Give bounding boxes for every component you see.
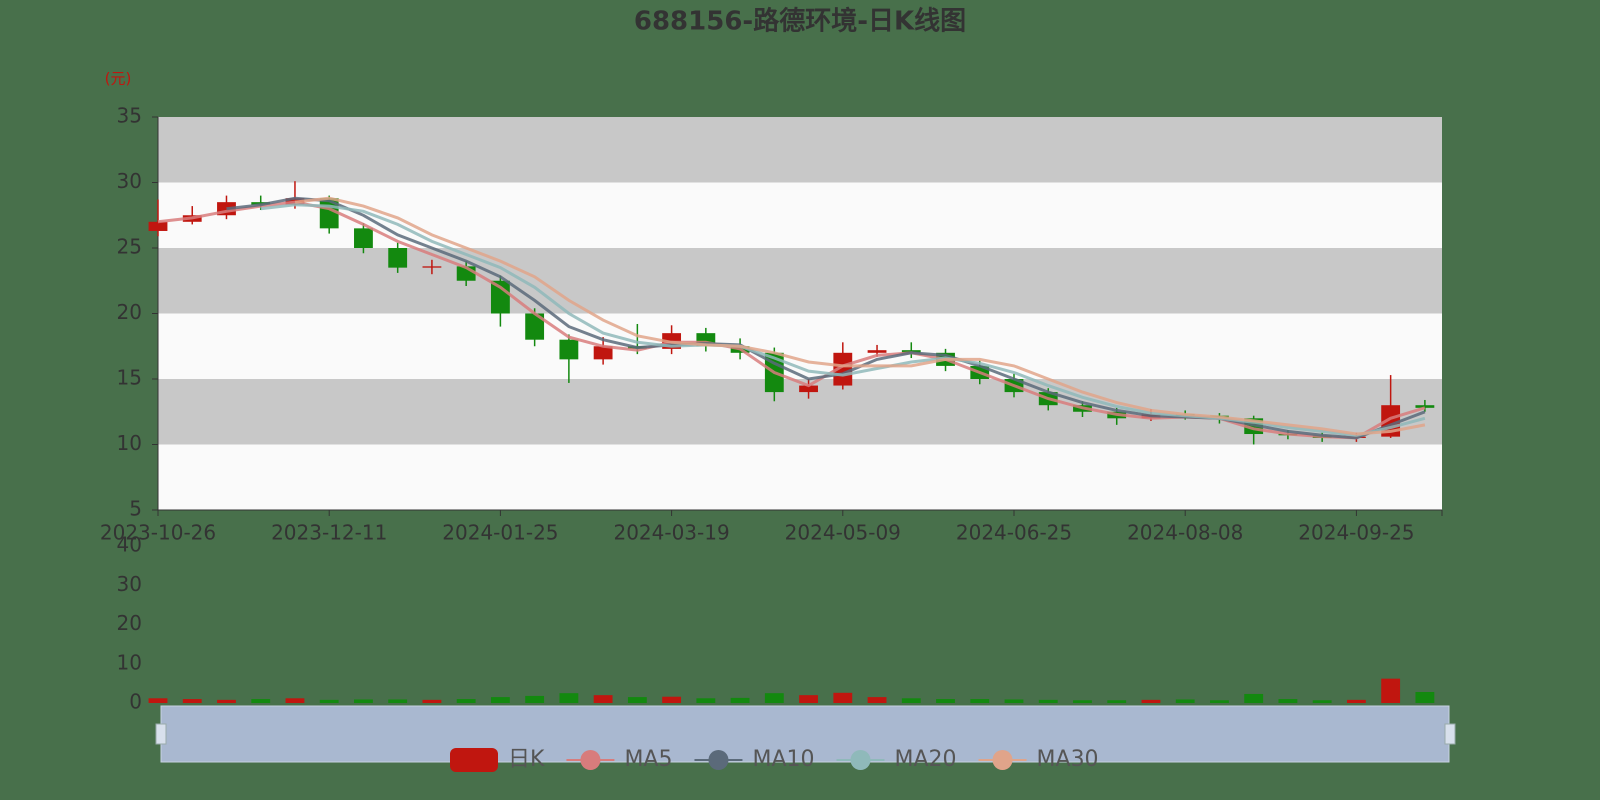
volume-bar [1381, 678, 1401, 703]
candle-body [354, 228, 373, 248]
candle-body [1415, 405, 1435, 408]
candle-body [593, 346, 613, 360]
legend-label[interactable]: 日K [508, 747, 545, 772]
split-area [158, 248, 1442, 314]
y-tick-label: 5 [129, 497, 142, 521]
volume-bar [627, 697, 647, 703]
candle-body [490, 280, 510, 314]
x-tick-label: 2024-09-25 [1298, 521, 1414, 545]
x-tick-label: 2024-05-09 [785, 521, 901, 545]
volume-bar [217, 699, 236, 703]
legend-icon [992, 750, 1013, 770]
legend-label[interactable]: MA30 [1037, 747, 1099, 772]
volume-bar [696, 698, 716, 703]
volume-bar [901, 698, 921, 703]
volume-bar [354, 699, 373, 703]
volume-bar [148, 698, 168, 703]
volume-bar [456, 699, 476, 703]
volume-bar [1175, 699, 1195, 703]
volume-bar [833, 692, 853, 703]
volume-tick-label: 20 [117, 611, 142, 635]
volume-bar [422, 699, 442, 703]
y-tick-label: 15 [117, 366, 142, 390]
legend-icon [580, 750, 601, 770]
zoom-handle[interactable] [1444, 723, 1456, 745]
legend: 日K MA5 MA10 MA20 MA30 [450, 747, 1099, 772]
volume-bar [525, 695, 545, 703]
legend-icon [850, 750, 871, 770]
x-tick-label: 2024-03-19 [613, 521, 729, 545]
y-unit: (元) [105, 70, 132, 88]
x-tick-label: 2024-01-25 [442, 521, 558, 545]
y-tick-label: 10 [117, 431, 142, 455]
volume-tick-label: 30 [117, 572, 142, 596]
volume-bar [1244, 693, 1264, 703]
legend-icon [708, 750, 729, 770]
x-tick-label: 2024-08-08 [1127, 521, 1243, 545]
data-zoom[interactable] [160, 705, 1450, 763]
y-tick-label: 25 [117, 235, 142, 259]
volume-bar [559, 693, 579, 703]
volume-bar [1038, 699, 1058, 703]
x-tick-label: 2023-10-26 [100, 521, 216, 545]
legend-label[interactable]: MA5 [624, 747, 672, 772]
volume-bar [799, 695, 818, 703]
volume-bar [593, 695, 613, 703]
candle-body [388, 248, 408, 268]
y-tick-label: 30 [117, 169, 142, 193]
ma-line [294, 196, 1426, 436]
split-area [158, 117, 1442, 183]
legend-icon [450, 748, 498, 772]
volume-tick-label: 10 [117, 650, 142, 674]
legend-label[interactable]: MA20 [895, 747, 957, 772]
volume-bar [1141, 699, 1161, 703]
volume-bar [1278, 699, 1298, 703]
candle-body [148, 221, 168, 231]
volume-tick-label: 0 [129, 690, 142, 714]
volume-bar [662, 696, 682, 703]
volume-tick-label: 40 [117, 533, 142, 557]
zoom-handle[interactable] [155, 723, 167, 745]
volume-bar [1004, 699, 1024, 703]
candle-body [559, 339, 579, 360]
volume-bar [388, 699, 408, 703]
volume-bar [730, 697, 750, 703]
volume-bar [251, 699, 271, 703]
split-area [158, 444, 1442, 510]
candle-body [525, 313, 545, 340]
volume-bar [490, 697, 510, 703]
volume-bar [285, 698, 305, 703]
legend-label[interactable]: MA10 [752, 747, 814, 772]
volume-bar [319, 699, 339, 703]
volume-bar [1415, 692, 1435, 703]
volume-bar [1210, 700, 1229, 703]
volume-bar [1073, 700, 1092, 703]
volume-bar [1107, 700, 1127, 703]
candle-body [867, 350, 887, 353]
volume-bar [867, 697, 887, 703]
volume-bar [970, 699, 990, 703]
volume-bar [182, 699, 202, 703]
plot: 5 10 15 20 25 30 35 2023-10-26 2023-12-11 2024-01… [100, 104, 1443, 714]
x-tick-label: 2024-06-25 [956, 521, 1072, 545]
y-tick-label: 35 [117, 104, 142, 128]
y-tick-label: 20 [117, 300, 142, 324]
candle-body [833, 352, 853, 386]
volume-bar [1346, 699, 1366, 703]
volume-bar [1312, 700, 1332, 703]
chart-title: 688156-路德环境-日K线图 [634, 6, 966, 37]
volume-bar [764, 693, 784, 703]
split-area [158, 182, 1442, 248]
candle-body [799, 385, 818, 393]
x-tick-label: 2023-12-11 [271, 521, 387, 545]
candle-body [422, 266, 442, 268]
volume-bar [936, 699, 955, 703]
